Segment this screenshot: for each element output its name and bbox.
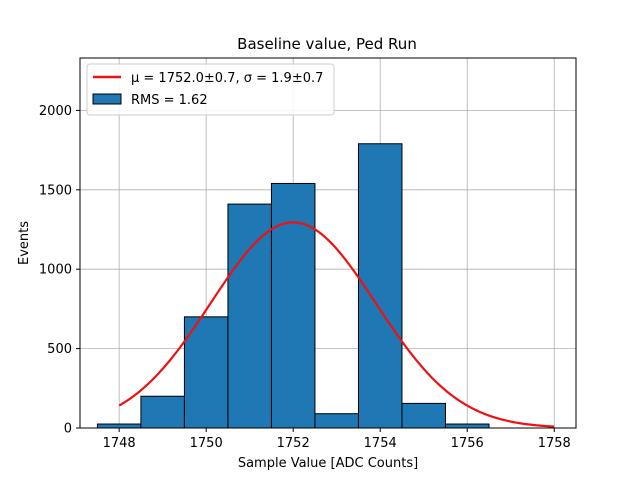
x-tick-label: 1756: [451, 436, 484, 451]
histogram-bar: [96, 423, 142, 429]
legend: μ = 1752.0±0.7, σ = 1.9±0.7 RMS = 1.62: [86, 63, 335, 116]
x-tick-label: 1754: [364, 436, 397, 451]
y-axis-ticks: 0 500 1000 1500 2000: [39, 104, 80, 437]
histogram-bar: [444, 423, 490, 429]
histogram-bar: [357, 143, 403, 429]
histogram-bar: [270, 182, 316, 429]
y-axis-label: Events: [17, 221, 32, 265]
legend-fit-label: μ = 1752.0±0.7, σ = 1.9±0.7: [131, 71, 323, 86]
fit-curve-line: [118, 221, 555, 428]
x-tick-label: 1748: [103, 436, 136, 451]
y-tick-label: 0: [64, 422, 72, 437]
histogram-bar: [227, 203, 272, 429]
y-tick-label: 1000: [39, 263, 72, 278]
legend-hist-label: RMS = 1.62: [131, 93, 208, 108]
x-tick-label: 1750: [190, 436, 223, 451]
x-axis-ticks: 1748 1750 1752 1754 1756 1758: [103, 428, 571, 451]
histogram-bar: [183, 316, 229, 429]
histogram-bar: [314, 413, 359, 429]
histogram-bars: [96, 143, 490, 429]
legend-hist-swatch: [92, 93, 122, 105]
x-tick-label: 1758: [538, 436, 571, 451]
chart-title: Baseline value, Ped Run: [237, 35, 417, 53]
histogram-bar: [401, 402, 446, 429]
y-tick-label: 2000: [39, 104, 72, 119]
plot-frame: [79, 57, 577, 429]
y-tick-label: 500: [47, 342, 72, 357]
gaussian-fit: [118, 221, 555, 428]
x-tick-label: 1752: [277, 436, 310, 451]
y-tick-label: 1500: [39, 183, 72, 198]
x-axis-label: Sample Value [ADC Counts]: [238, 456, 418, 471]
legend-box: [86, 63, 335, 116]
histogram-bar: [140, 395, 185, 429]
